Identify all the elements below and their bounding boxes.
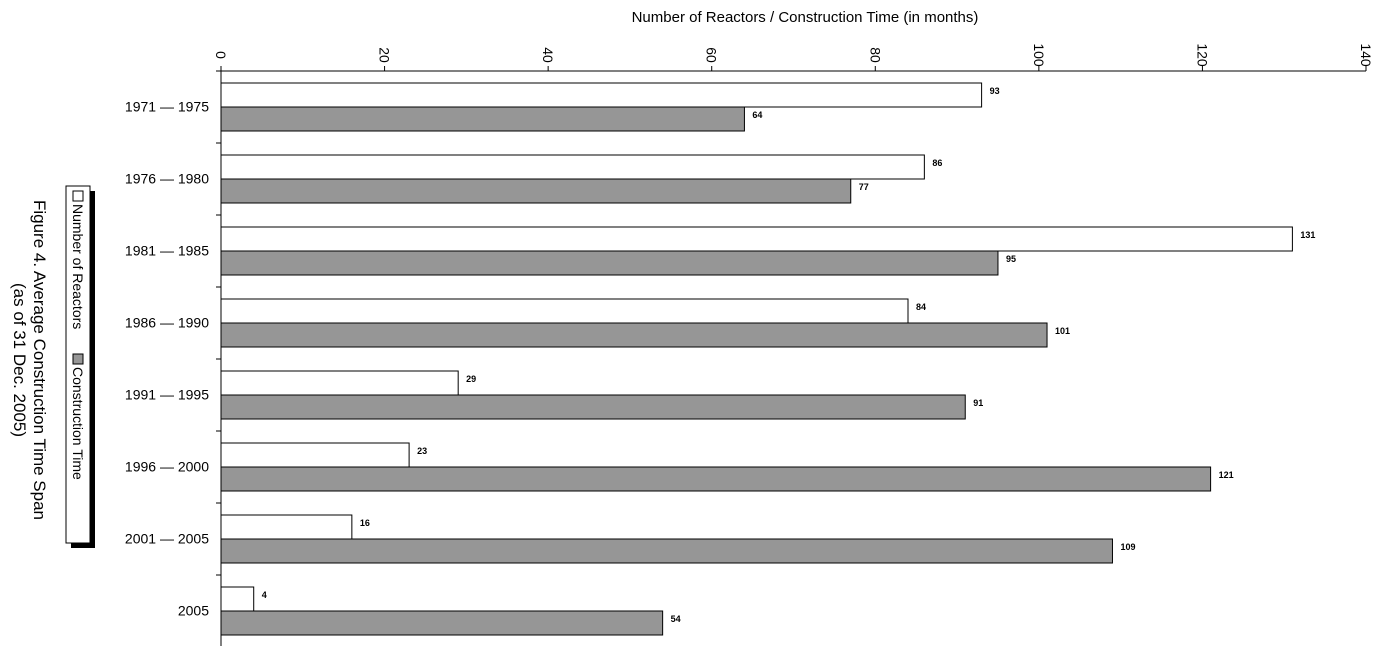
bar-reactors [220, 514, 353, 540]
x-axis-title: Number of Reactors / Construction Time (… [632, 9, 979, 26]
x-tick-label: 120 [1194, 43, 1210, 67]
legend: Number of Reactors Construction Time [65, 185, 95, 548]
category-label: 1981 — 1985 [125, 243, 209, 259]
legend-swatch-construction [72, 353, 84, 365]
data-label: 101 [1055, 326, 1070, 336]
data-label: 29 [466, 374, 476, 384]
x-tick-label: 0 [213, 51, 229, 59]
data-label: 93 [990, 86, 1000, 96]
data-label: 23 [417, 446, 427, 456]
bar-construction-time [220, 178, 852, 204]
bar-reactors [220, 370, 459, 396]
data-label: 16 [360, 518, 370, 528]
x-tick-label: 140 [1358, 43, 1374, 67]
figure-subtitle: (as of 31 Dec. 2005) [10, 283, 29, 437]
bar-reactors [220, 586, 255, 612]
data-label: 95 [1006, 254, 1016, 264]
bar-reactors [220, 442, 410, 468]
category-label: 1996 — 2000 [125, 459, 209, 475]
data-label: 84 [916, 302, 926, 312]
bar-construction-time [220, 250, 999, 276]
bar-construction-time [220, 394, 966, 420]
bar-construction-time [220, 610, 664, 636]
x-tick-label: 20 [377, 47, 393, 63]
category-label: 1991 — 1995 [125, 387, 209, 403]
labels: 1971 — 1975 1976 — 1980 1981 — 1985 1986 — … [125, 86, 1316, 624]
category-label: 2001 — 2005 [125, 531, 209, 547]
category-label: 1986 — 1990 [125, 315, 209, 331]
data-label: 121 [1219, 470, 1234, 480]
x-tick-label: 40 [540, 47, 556, 63]
data-label: 4 [262, 590, 267, 600]
data-label: 86 [932, 158, 942, 168]
category-label: 2005 [178, 603, 209, 619]
data-label: 64 [752, 110, 762, 120]
legend-label-reactors: Number of Reactors [70, 204, 86, 329]
data-label: 54 [671, 614, 681, 624]
category-label: 1971 — 1975 [125, 99, 209, 115]
bar-reactors [220, 82, 983, 108]
bar-construction-time [220, 106, 745, 132]
data-label: 131 [1300, 230, 1315, 240]
bar-reactors [220, 226, 1293, 252]
bar-construction-time [220, 538, 1113, 564]
legend-swatch-reactors [72, 190, 84, 202]
bars [220, 82, 1293, 636]
data-label: 109 [1120, 542, 1135, 552]
data-label: 91 [973, 398, 983, 408]
x-tick-label: 60 [704, 47, 720, 63]
data-label: 77 [859, 182, 869, 192]
category-label: 1976 — 1980 [125, 171, 209, 187]
bar-construction-time [220, 322, 1048, 348]
bar-construction-time [220, 466, 1212, 492]
legend-label-construction: Construction Time [70, 367, 86, 480]
figure-title: Figure 4. Average Construction Time Span [30, 200, 49, 520]
bar-reactors [220, 154, 925, 180]
x-tick-label: 100 [1031, 43, 1047, 67]
x-tick-label: 80 [867, 47, 883, 63]
bar-reactors [220, 298, 909, 324]
figure-caption: Figure 4. Average Construction Time Span… [10, 200, 49, 520]
